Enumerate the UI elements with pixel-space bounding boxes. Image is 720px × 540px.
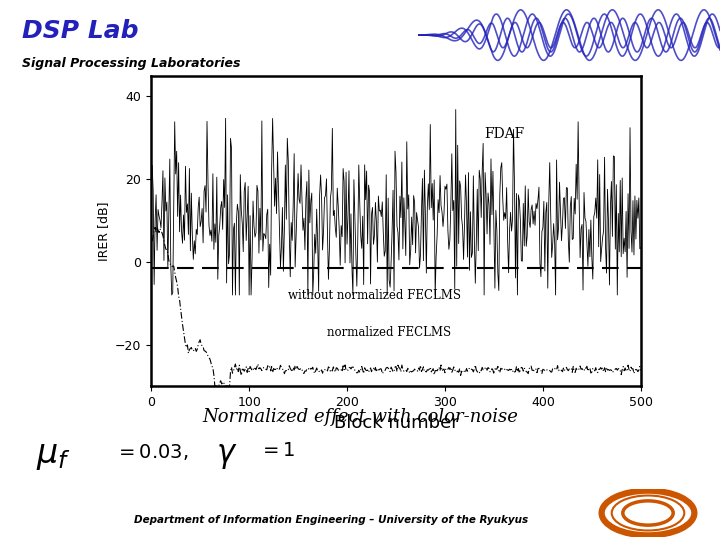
Text: Department of Information Engineering – University of the Ryukyus: Department of Information Engineering – … — [134, 515, 528, 525]
Text: without normalized FECLMS: without normalized FECLMS — [288, 289, 462, 302]
Text: $= 0.03,$: $= 0.03,$ — [115, 442, 189, 462]
Text: $\mu_f$: $\mu_f$ — [36, 440, 71, 472]
Text: FDAF: FDAF — [484, 127, 524, 141]
Text: DSP Lab: DSP Lab — [22, 19, 138, 43]
Text: $\gamma$: $\gamma$ — [216, 440, 238, 471]
Text: Signal Processing Laboratories: Signal Processing Laboratories — [22, 57, 240, 70]
X-axis label: Block number: Block number — [333, 414, 459, 433]
Text: normalized FECLMS: normalized FECLMS — [328, 326, 451, 340]
Y-axis label: IRER [dB]: IRER [dB] — [96, 201, 109, 261]
Text: $= 1$: $= 1$ — [259, 442, 296, 460]
Text: Normalized effect with color-noise: Normalized effect with color-noise — [202, 408, 518, 426]
